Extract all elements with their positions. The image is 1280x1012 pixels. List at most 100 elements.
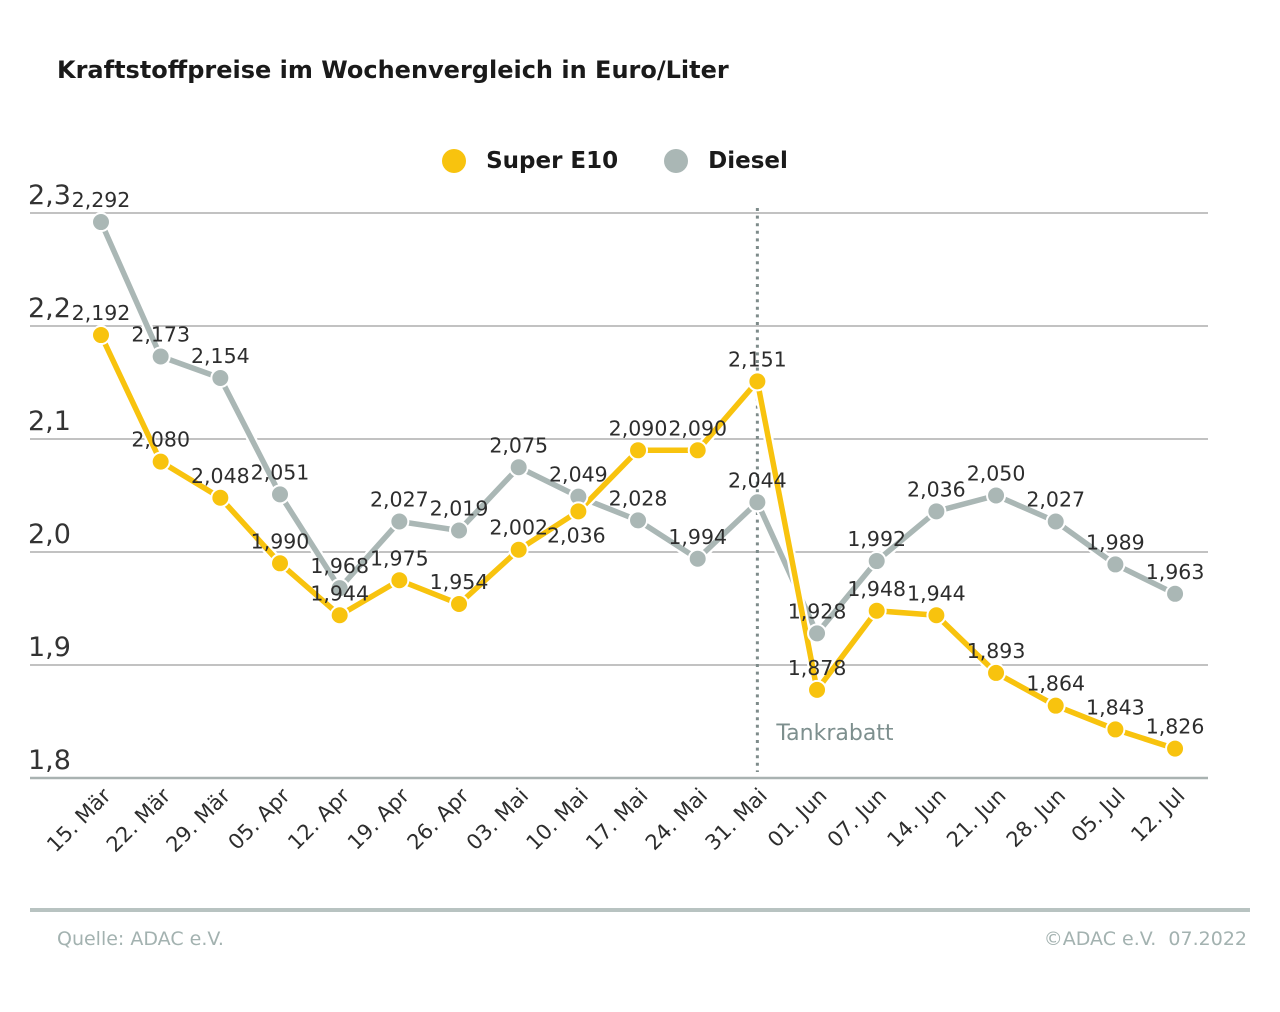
value-label-diesel: 1,992	[847, 527, 906, 551]
x-tick-label: 29. Mär	[162, 783, 236, 857]
data-point-diesel	[1045, 511, 1066, 532]
value-label-super-e10: 1,826	[1146, 715, 1205, 739]
x-tick-label: 24. Mai	[641, 784, 712, 855]
data-point-super-e10	[926, 605, 947, 626]
data-point-diesel	[1165, 583, 1186, 604]
value-label-super-e10: 1,990	[251, 529, 310, 553]
x-tick-label: 26. Apr	[403, 783, 474, 854]
legend: Super E10 Diesel	[0, 148, 1230, 174]
data-point-diesel	[150, 346, 171, 367]
value-label-diesel: 2,019	[430, 497, 489, 521]
data-point-diesel	[91, 212, 111, 233]
x-tick-label: 12. Apr	[283, 783, 354, 854]
x-tick-label: 12. Jul	[1126, 784, 1189, 847]
data-point-super-e10	[150, 451, 171, 472]
data-point-super-e10	[568, 501, 589, 522]
data-point-super-e10	[986, 662, 1007, 683]
line-chart-canvas: 2,32,22,12,01,91,8Tankrabatt2,1922,0802,…	[28, 180, 1208, 857]
data-point-diesel	[986, 485, 1007, 506]
data-point-super-e10	[866, 600, 887, 621]
page-title: Kraftstoffpreise im Wochenvergleich in E…	[57, 56, 729, 84]
value-label-diesel: 2,049	[549, 463, 608, 487]
y-tick-label: 2,3	[28, 180, 71, 211]
value-label-super-e10: 2,036	[547, 523, 606, 547]
data-point-super-e10	[508, 539, 529, 560]
value-label-diesel: 2,027	[1026, 487, 1085, 511]
x-tick-label: 19. Apr	[343, 783, 414, 854]
tankrabatt-label: Tankrabatt	[775, 721, 894, 746]
value-label-diesel: 2,292	[72, 188, 131, 212]
x-tick-label: 01. Jun	[763, 784, 832, 853]
x-tick-label: 03. Mai	[462, 784, 533, 855]
data-point-diesel	[389, 511, 410, 532]
data-point-diesel	[926, 501, 947, 522]
y-tick-label: 1,8	[28, 745, 71, 776]
data-point-super-e10	[1165, 738, 1186, 759]
value-label-super-e10: 2,090	[609, 416, 668, 440]
data-point-super-e10	[329, 605, 350, 626]
value-label-diesel: 2,028	[609, 486, 668, 510]
value-label-super-e10: 1,954	[430, 570, 489, 594]
value-label-diesel: 2,051	[251, 460, 310, 484]
value-label-diesel: 1,989	[1086, 530, 1145, 554]
copyright-note: ©ADAC e.V. 07.2022	[1043, 928, 1247, 950]
data-point-diesel	[210, 367, 231, 388]
x-tick-label: 21. Jun	[942, 784, 1011, 853]
value-label-super-e10: 2,151	[728, 347, 787, 371]
data-point-super-e10	[628, 440, 649, 461]
data-point-super-e10	[687, 440, 708, 461]
value-label-super-e10: 1,944	[907, 581, 966, 605]
data-point-super-e10	[270, 553, 291, 574]
data-point-diesel	[687, 548, 708, 569]
x-tick-label: 05. Apr	[224, 783, 295, 854]
legend-item-super-e10: Super E10	[442, 148, 618, 174]
data-point-diesel	[866, 551, 887, 572]
data-point-super-e10	[91, 325, 111, 346]
data-point-super-e10	[747, 371, 768, 392]
footer-divider	[30, 908, 1250, 912]
x-tick-label: 15. Mär	[42, 783, 116, 857]
y-tick-label: 1,9	[28, 632, 71, 663]
value-label-diesel: 2,036	[907, 477, 966, 501]
value-label-super-e10: 1,878	[788, 656, 847, 680]
data-point-diesel	[747, 492, 768, 513]
source-note: Quelle: ADAC e.V.	[57, 928, 224, 950]
value-label-super-e10: 1,944	[310, 581, 369, 605]
value-label-super-e10: 1,893	[967, 639, 1026, 663]
value-label-diesel: 2,050	[967, 462, 1026, 486]
value-label-diesel: 1,968	[310, 554, 369, 578]
x-tick-label: 07. Jun	[823, 784, 892, 853]
diesel-series-dot-icon	[664, 149, 689, 173]
value-label-super-e10: 1,864	[1026, 672, 1085, 696]
legend-label-diesel: Diesel	[708, 148, 788, 174]
y-tick-label: 2,2	[28, 293, 71, 324]
footer: Quelle: ADAC e.V. ©ADAC e.V. 07.2022	[57, 928, 1247, 950]
value-label-diesel: 2,027	[370, 487, 429, 511]
data-point-super-e10	[210, 487, 231, 508]
value-label-super-e10: 2,090	[668, 416, 727, 440]
data-point-diesel	[449, 520, 470, 541]
value-label-diesel: 2,044	[728, 468, 787, 492]
x-tick-label: 05. Jul	[1067, 784, 1130, 847]
y-tick-label: 2,0	[28, 519, 71, 550]
data-point-diesel	[1105, 554, 1126, 575]
data-point-diesel	[508, 457, 529, 478]
value-label-diesel: 1,994	[668, 525, 727, 549]
x-tick-label: 10. Mai	[522, 784, 593, 855]
data-point-diesel	[628, 510, 649, 531]
data-point-diesel	[807, 623, 828, 644]
value-label-super-e10: 2,048	[191, 464, 250, 488]
value-label-diesel: 2,075	[489, 433, 548, 457]
x-tick-label: 14. Jun	[882, 784, 951, 853]
data-point-diesel	[270, 484, 291, 505]
legend-item-diesel: Diesel	[664, 148, 788, 174]
value-label-super-e10: 2,192	[72, 301, 131, 325]
data-point-super-e10	[1105, 719, 1126, 740]
y-tick-label: 2,1	[28, 406, 71, 437]
value-label-super-e10: 2,080	[131, 428, 190, 452]
super-e10-series-dot-icon	[442, 149, 467, 173]
legend-label-super-e10: Super E10	[486, 148, 619, 174]
x-tick-label: 28. Jun	[1002, 784, 1071, 853]
value-label-super-e10: 1,843	[1086, 695, 1145, 719]
